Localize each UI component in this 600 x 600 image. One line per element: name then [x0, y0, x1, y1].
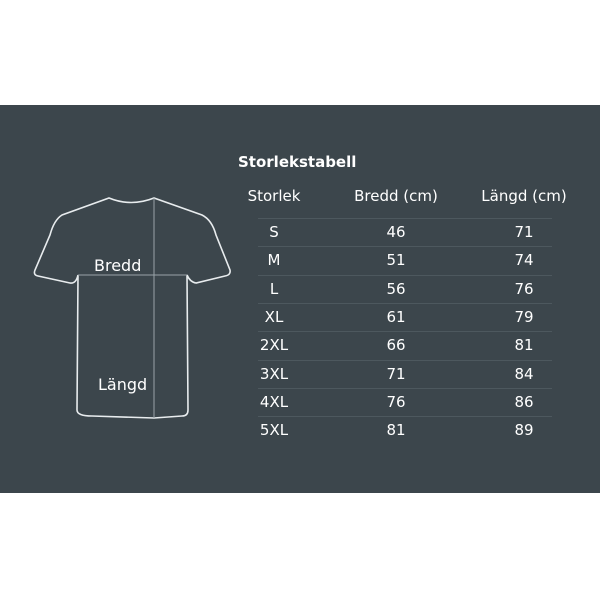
width-cell: 71 [386, 364, 406, 383]
size-cell: L [269, 279, 279, 298]
width-cell: 61 [386, 307, 406, 326]
width-cell: 66 [386, 336, 406, 355]
table-row: 2XL 66 81 [258, 331, 552, 360]
table-row: 4XL 76 86 [258, 387, 552, 417]
header-width: Bredd (cm) [354, 187, 438, 205]
length-cell: 74 [514, 251, 534, 270]
table-row: 3XL 71 84 [258, 359, 552, 389]
table-row: 5XL 81 89 [258, 416, 552, 445]
table-row: M 51 74 [258, 246, 552, 275]
width-cell: 56 [386, 279, 406, 298]
width-cell: 51 [386, 251, 406, 270]
width-label: Bredd [94, 256, 142, 275]
length-cell: 86 [514, 392, 534, 411]
width-cell: 46 [386, 223, 406, 241]
table-row: XL 61 79 [258, 302, 552, 332]
table-title: Storlekstabell [238, 153, 357, 171]
size-cell: 4XL [259, 392, 289, 411]
length-cell: 81 [514, 336, 534, 355]
header-length: Längd (cm) [481, 187, 567, 205]
size-cell: 5XL [259, 421, 289, 440]
table-row: S 46 71 [258, 218, 552, 247]
length-cell: 84 [514, 364, 534, 383]
header-size: Storlek [247, 187, 301, 205]
tshirt-diagram-icon [33, 197, 231, 419]
width-cell: 81 [386, 421, 406, 440]
length-cell: 89 [514, 421, 534, 440]
size-cell: XL [264, 307, 284, 326]
size-cell: S [269, 223, 279, 241]
length-cell: 71 [514, 223, 534, 241]
size-cell: 2XL [259, 336, 289, 355]
length-cell: 79 [514, 307, 534, 326]
width-cell: 76 [386, 392, 406, 411]
length-label: Längd [98, 375, 148, 394]
size-chart-panel: Bredd Längd Storlekstabell Storlek Bredd… [0, 105, 600, 493]
length-cell: 76 [514, 279, 534, 298]
table-row: L 56 76 [258, 274, 552, 304]
size-cell: M [267, 251, 281, 270]
size-cell: 3XL [259, 364, 289, 383]
